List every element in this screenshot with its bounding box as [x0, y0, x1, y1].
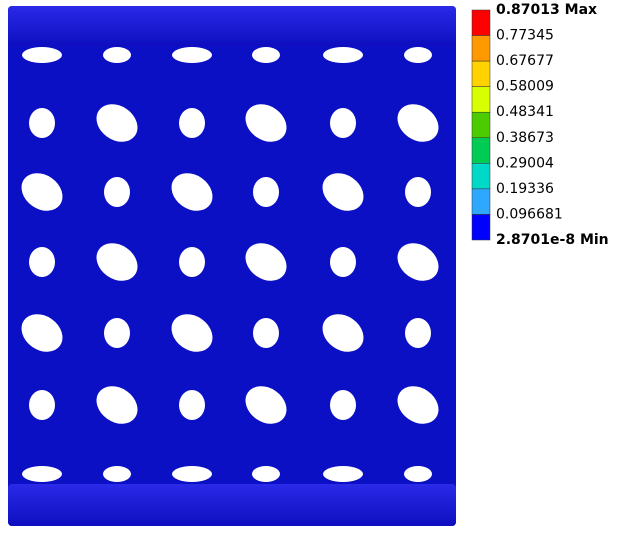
legend-label: 0.48341 — [496, 104, 554, 120]
legend-label: 0.77345 — [496, 28, 554, 44]
hole — [245, 104, 287, 142]
hole — [330, 108, 356, 138]
legend-label: 0.38673 — [496, 130, 554, 146]
hole — [330, 390, 356, 420]
hole — [21, 173, 63, 211]
hole — [323, 466, 363, 482]
hole — [253, 177, 279, 207]
hole — [179, 390, 205, 420]
hole — [330, 247, 356, 277]
hole — [253, 318, 279, 348]
legend-band — [471, 111, 491, 139]
hole — [96, 386, 138, 424]
legend-label: 0.096681 — [496, 206, 563, 222]
hole — [21, 314, 63, 352]
hole — [104, 177, 130, 207]
legend-label: 0.58009 — [496, 79, 554, 95]
legend-band — [471, 35, 491, 62]
hole — [96, 243, 138, 281]
legend-band — [471, 137, 491, 164]
hole — [171, 314, 213, 352]
hole — [172, 466, 212, 482]
hole — [29, 108, 55, 138]
hole — [405, 318, 431, 348]
hole — [322, 314, 364, 352]
hole — [397, 243, 439, 281]
legend-label: 0.87013 Max — [496, 2, 597, 18]
hole — [245, 243, 287, 281]
hole — [22, 47, 62, 63]
legend-band — [471, 9, 491, 36]
legend-band — [471, 60, 491, 87]
legend-label: 0.29004 — [496, 155, 554, 171]
hole — [172, 47, 212, 63]
legend-band — [471, 214, 491, 241]
hole — [29, 390, 55, 420]
model — [8, 6, 456, 526]
hole — [96, 104, 138, 142]
hole — [252, 466, 280, 482]
legend-band — [471, 163, 491, 190]
legend-band — [471, 188, 491, 215]
hole — [404, 466, 432, 482]
hole — [22, 466, 62, 482]
legend: 0.87013 Max 0.77345 0.67677 0.58009 0.48341 0… — [471, 2, 609, 248]
hole — [397, 386, 439, 424]
hole — [245, 386, 287, 424]
hole — [103, 47, 131, 63]
hole — [171, 173, 213, 211]
body — [8, 6, 456, 526]
hole — [179, 247, 205, 277]
hole — [397, 104, 439, 142]
holes — [21, 47, 439, 482]
hole — [322, 173, 364, 211]
hole — [179, 108, 205, 138]
legend-label: 2.8701e-8 Min — [496, 232, 609, 248]
hole — [103, 466, 131, 482]
legend-band — [471, 86, 491, 113]
hole — [252, 47, 280, 63]
top-strip — [8, 6, 456, 46]
hole — [29, 247, 55, 277]
hole — [405, 177, 431, 207]
bottom-strip — [8, 484, 456, 526]
hole — [104, 318, 130, 348]
hole — [404, 47, 432, 63]
legend-label: 0.19336 — [496, 181, 554, 197]
legend-label: 0.67677 — [496, 53, 554, 69]
hole — [323, 47, 363, 63]
